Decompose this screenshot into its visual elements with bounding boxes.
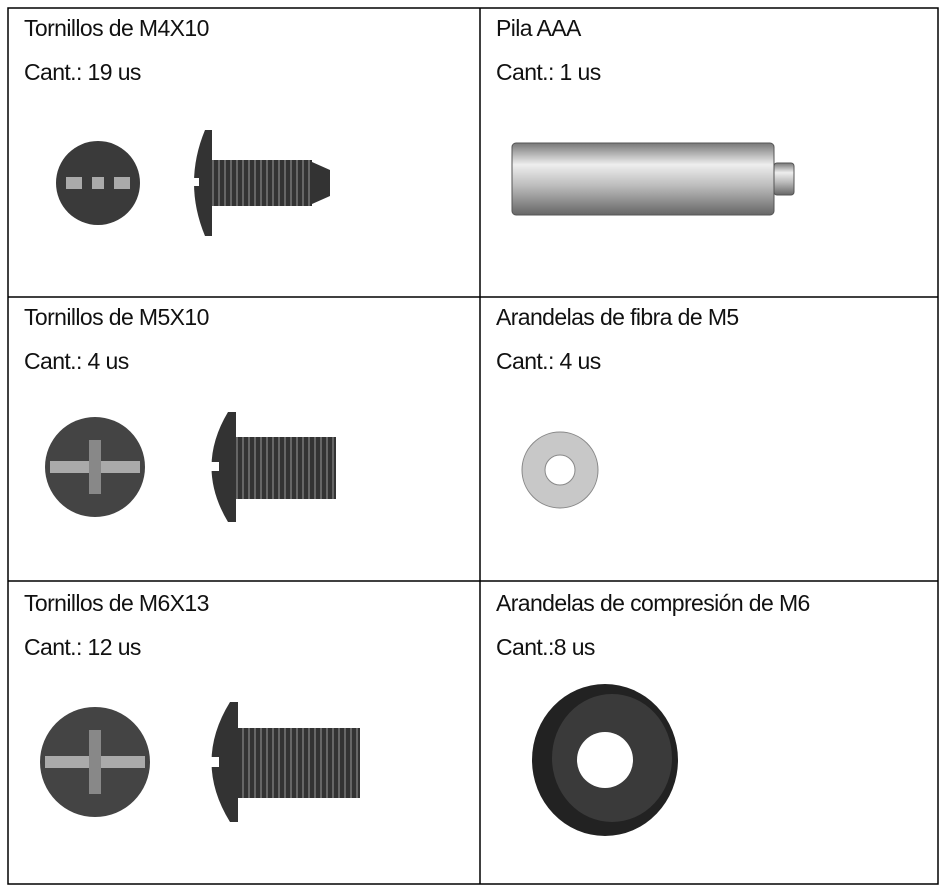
part-name: Tornillos de M5X10 (24, 304, 209, 330)
part-name: Arandelas de compresión de M6 (496, 590, 810, 616)
screw-illustration (45, 412, 336, 522)
part-name: Tornillos de M4X10 (24, 15, 209, 41)
screw-illustration (56, 130, 330, 236)
part-name: Pila AAA (496, 15, 582, 41)
part-qty: Cant.: 1 us (496, 59, 601, 85)
screw-illustration (40, 702, 360, 822)
part-qty: Cant.:8 us (496, 634, 595, 660)
part-qty: Cant.: 12 us (24, 634, 141, 660)
part-qty: Cant.: 19 us (24, 59, 141, 85)
grid-lines (7, 7, 939, 885)
part-name: Arandelas de fibra de M5 (496, 304, 739, 330)
washer-illustration (521, 431, 599, 509)
battery-illustration (511, 142, 795, 216)
washer-illustration (532, 684, 678, 836)
part-qty: Cant.: 4 us (496, 348, 601, 374)
part-qty: Cant.: 4 us (24, 348, 129, 374)
part-name: Tornillos de M6X13 (24, 590, 209, 616)
